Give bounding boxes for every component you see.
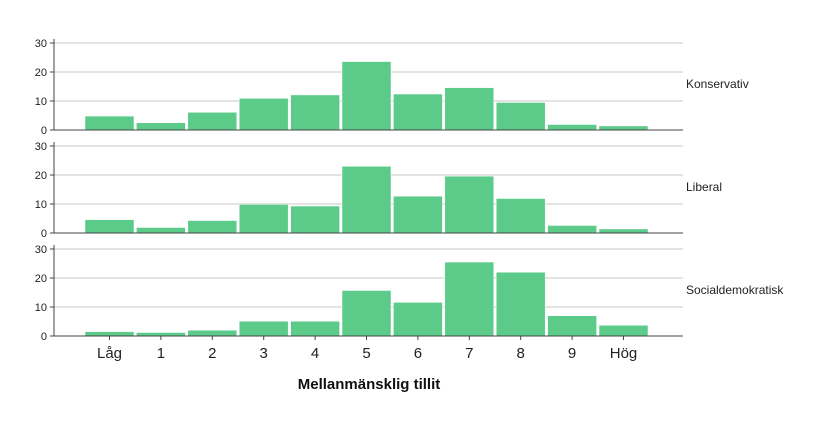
bar-6 <box>393 195 443 234</box>
bar-3 <box>238 98 289 131</box>
x-tick-label: 6 <box>414 345 422 362</box>
bar-4 <box>290 320 340 337</box>
x-axis-tick-labels: Låg 1 2 3 4 5 6 7 8 9 Hög <box>97 336 637 362</box>
bar-Hög <box>598 228 649 234</box>
chart-panels: 0 10 20 30 Konservativ 0 10 20 30 Liberal 0 10 20 30 S… <box>35 38 785 343</box>
bar-9 <box>547 315 597 337</box>
bar-6 <box>393 93 443 131</box>
bar-8 <box>495 198 546 234</box>
bar-1 <box>136 122 186 131</box>
x-tick-label: 4 <box>311 345 319 362</box>
bar-Hög <box>598 325 649 337</box>
x-tick-label: 2 <box>208 345 216 362</box>
y-tick-label: 10 <box>35 302 47 314</box>
bar-4 <box>290 94 340 131</box>
bar-Hög <box>598 125 649 131</box>
bar-2 <box>187 112 238 131</box>
bar-7 <box>444 175 495 234</box>
x-tick-label: 8 <box>517 345 525 362</box>
y-tick-label: 30 <box>35 141 47 153</box>
y-tick-label: 0 <box>41 331 47 343</box>
bar-8 <box>495 271 546 337</box>
panel-socialdemokratisk: 0 10 20 30 Socialdemokratisk <box>35 244 785 343</box>
x-tick-label: 5 <box>362 345 370 362</box>
bar-Låg <box>84 219 135 234</box>
x-tick-label: 7 <box>465 345 473 362</box>
x-tick-label: Låg <box>97 345 122 362</box>
bar-8 <box>495 102 546 131</box>
x-tick-label: 9 <box>568 345 576 362</box>
x-axis-title: Mellanmänsklig tillit <box>298 376 441 393</box>
bar-5 <box>341 166 392 234</box>
bar-3 <box>238 320 289 337</box>
x-tick-label: 1 <box>157 345 165 362</box>
panel-label: Socialdemokratisk <box>686 283 784 297</box>
panel-liberal: 0 10 20 30 Liberal <box>35 141 722 240</box>
y-tick-label: 30 <box>35 38 47 50</box>
y-tick-label: 0 <box>41 228 47 240</box>
y-tick-label: 20 <box>35 273 47 285</box>
panel-label: Liberal <box>686 180 722 194</box>
bar-1 <box>136 332 186 337</box>
bar-1 <box>136 227 186 234</box>
bar-Låg <box>84 115 135 131</box>
bar-6 <box>393 302 443 337</box>
bar-4 <box>290 205 340 234</box>
y-tick-label: 30 <box>35 244 47 256</box>
y-tick-label: 10 <box>35 96 47 108</box>
bar-7 <box>444 87 495 131</box>
bar-5 <box>341 290 392 337</box>
bar-7 <box>444 261 495 337</box>
y-tick-label: 20 <box>35 170 47 182</box>
bar-2 <box>187 220 238 234</box>
y-tick-label: 0 <box>41 125 47 137</box>
panel-konservativ: 0 10 20 30 Konservativ <box>35 38 749 137</box>
bar-3 <box>238 204 289 234</box>
bar-9 <box>547 225 597 234</box>
y-tick-label: 20 <box>35 67 47 79</box>
bar-Låg <box>84 331 135 337</box>
bar-9 <box>547 124 597 131</box>
y-tick-label: 10 <box>35 199 47 211</box>
x-tick-label: Hög <box>610 345 638 362</box>
bar-5 <box>341 61 392 131</box>
x-tick-label: 3 <box>260 345 268 362</box>
bar-2 <box>187 329 238 337</box>
panel-label: Konservativ <box>686 77 749 91</box>
